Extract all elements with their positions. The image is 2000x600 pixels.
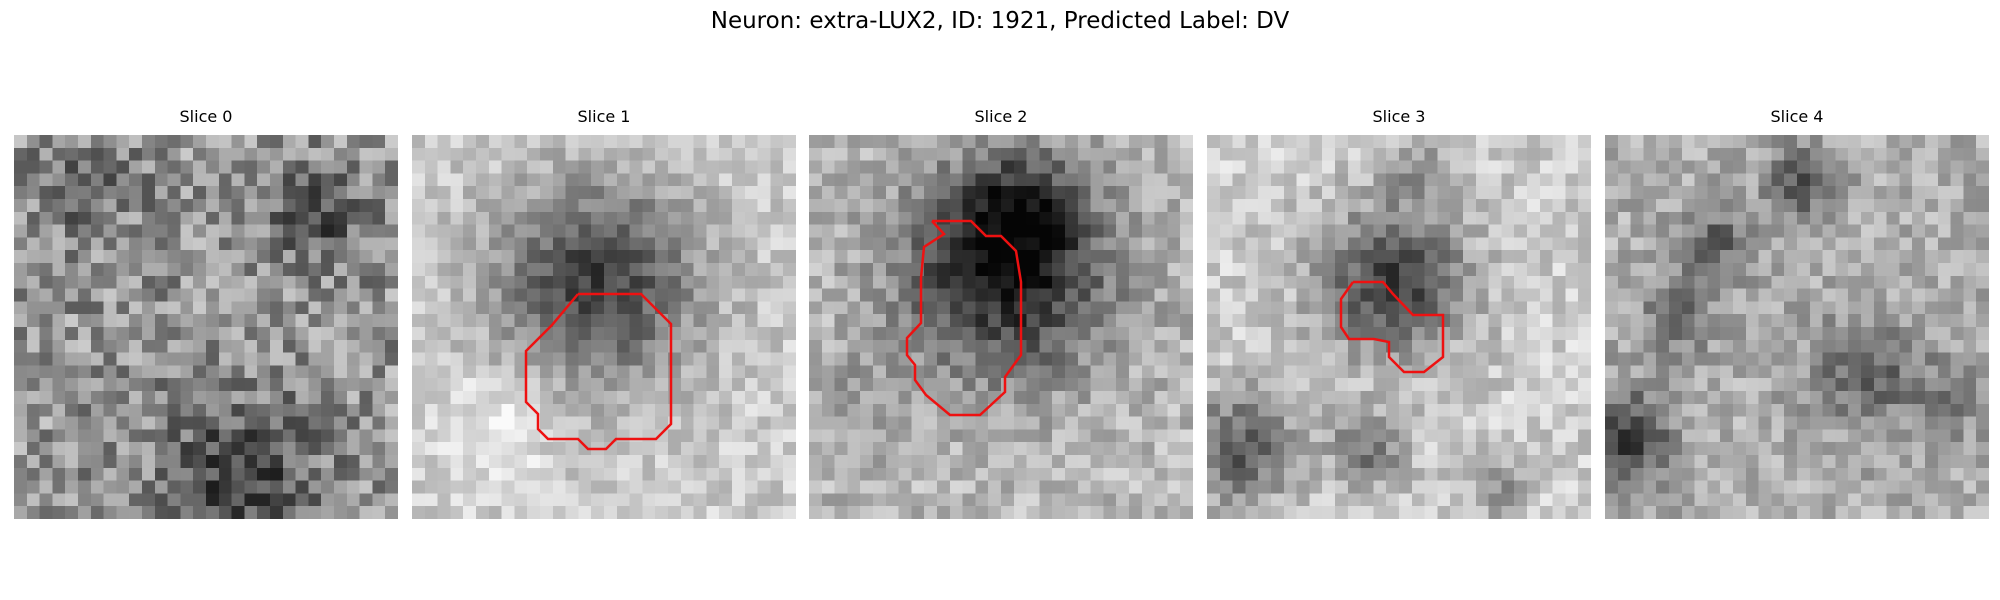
slice-image	[14, 135, 398, 519]
roi-contour-overlay	[524, 292, 673, 451]
slice-panel-0: Slice 0	[14, 107, 398, 519]
slice-image	[1207, 135, 1591, 519]
slice-title: Slice 0	[179, 107, 233, 126]
roi-contour	[1339, 280, 1445, 374]
slice-title: Slice 2	[974, 107, 1028, 126]
figure-title: Neuron: extra-LUX2, ID: 1921, Predicted …	[710, 8, 1290, 34]
slice-title: Slice 1	[577, 107, 631, 126]
slice-image	[412, 135, 796, 519]
slice-title: Slice 4	[1770, 107, 1824, 126]
slice-image	[809, 135, 1193, 519]
roi-contour	[524, 292, 673, 451]
slice-title: Slice 3	[1372, 107, 1426, 126]
roi-contour-overlay	[905, 219, 1023, 417]
slice-panel-4: Slice 4	[1605, 107, 1989, 519]
slice-image	[1605, 135, 1989, 519]
roi-contour	[905, 219, 1023, 417]
slice-panel-1: Slice 1	[412, 107, 796, 519]
slice-panel-2: Slice 2	[809, 107, 1193, 519]
roi-contour-overlay	[1339, 280, 1445, 374]
slice-panel-3: Slice 3	[1207, 107, 1591, 519]
